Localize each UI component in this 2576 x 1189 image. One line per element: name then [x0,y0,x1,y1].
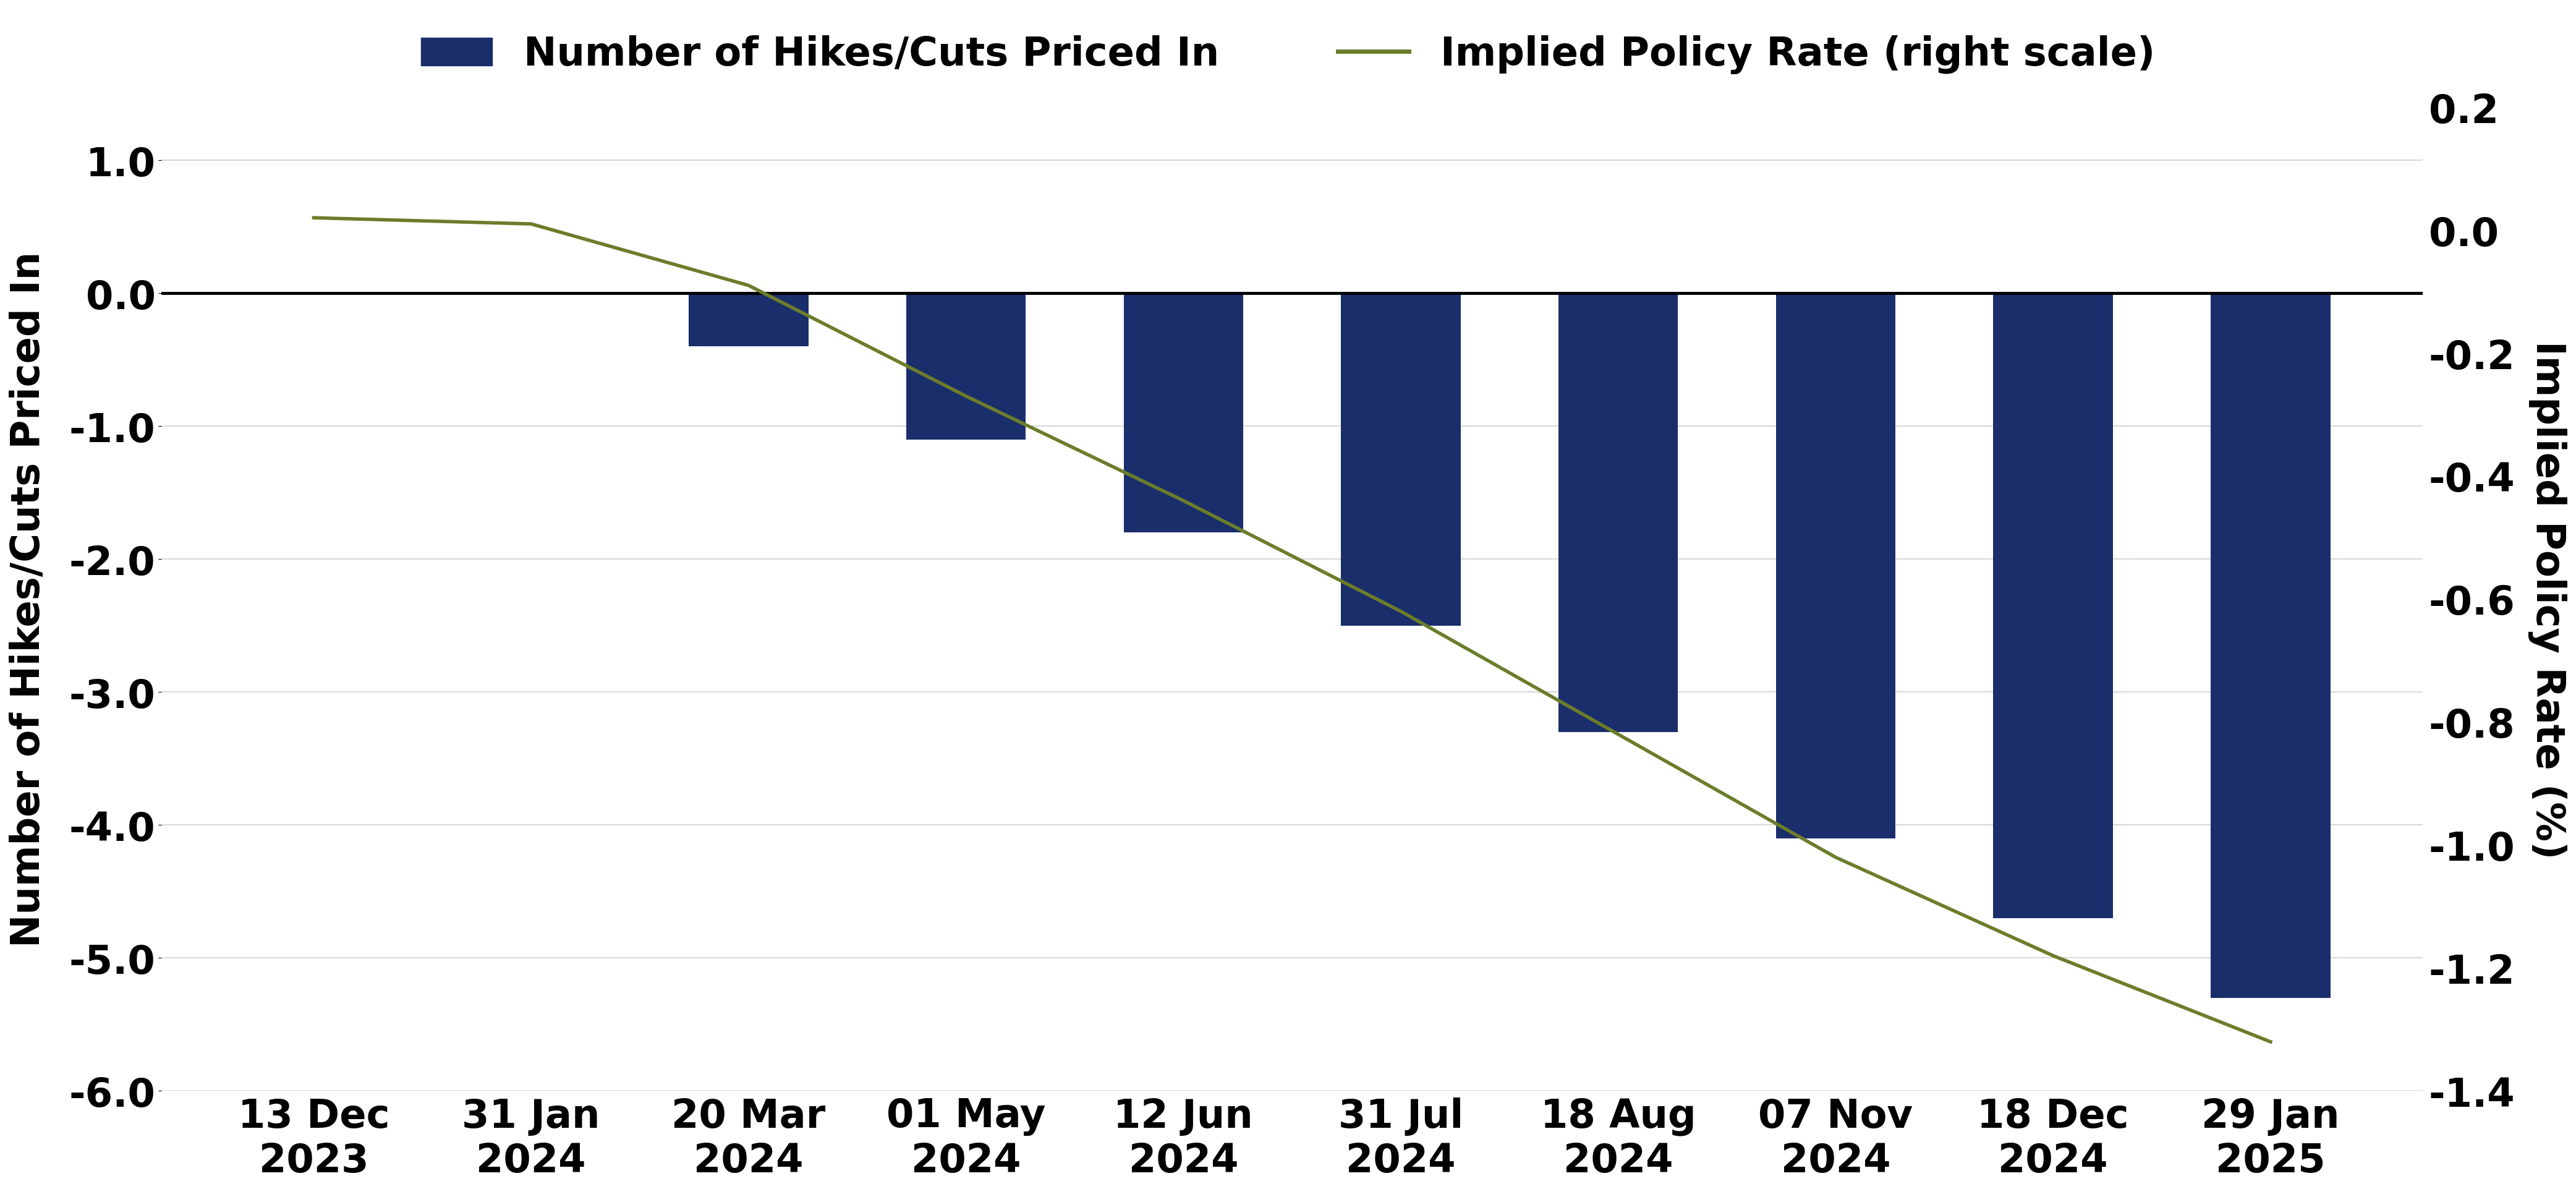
Y-axis label: Implied Policy Rate (%): Implied Policy Rate (%) [2527,340,2566,858]
Bar [688,294,809,347]
Legend: Number of Hikes/Cuts Priced In, Implied Policy Rate (right scale): Number of Hikes/Cuts Priced In, Implied … [404,20,2172,90]
Bar [907,294,1025,440]
Bar [2210,294,2331,998]
Bar [1558,294,1677,732]
Bar [1994,294,2112,918]
Y-axis label: Number of Hikes/Cuts Priced In: Number of Hikes/Cuts Priced In [10,252,46,946]
Bar [1123,294,1244,533]
Bar [1342,294,1461,625]
Bar [1775,294,1896,838]
